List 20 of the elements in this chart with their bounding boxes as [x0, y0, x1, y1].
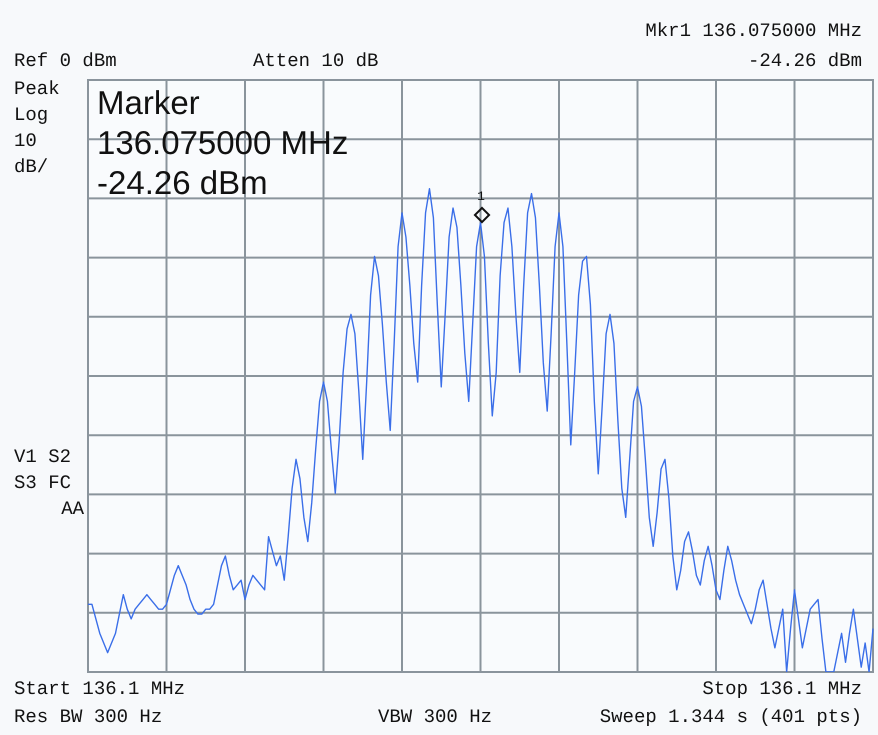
text: S3 FC	[14, 472, 72, 494]
text: V1 S2	[14, 446, 72, 468]
text: Marker	[97, 84, 200, 122]
text: Ref 0 dBm	[14, 50, 117, 72]
text: Atten 10 dB	[253, 50, 378, 72]
annotation: 1	[477, 189, 485, 204]
text: Res BW 300 Hz	[14, 706, 162, 728]
text: Mkr1 136.075000 MHz	[645, 20, 862, 42]
annotation: -24.26 dBm	[97, 164, 268, 202]
text: AA	[61, 498, 84, 520]
text: Log	[14, 104, 48, 126]
text: -24.26 dBm	[748, 50, 862, 72]
text: 136.075000 MHz	[97, 124, 348, 162]
text: Peak	[14, 78, 60, 100]
text: 10	[14, 130, 37, 152]
text: Sweep 1.344 s (401 pts)	[600, 706, 862, 728]
text: dB/	[14, 156, 48, 178]
text: VBW 300 Hz	[378, 706, 492, 728]
text: Start 136.1 MHz	[14, 678, 186, 700]
text: Stop 136.1 MHz	[702, 678, 862, 700]
